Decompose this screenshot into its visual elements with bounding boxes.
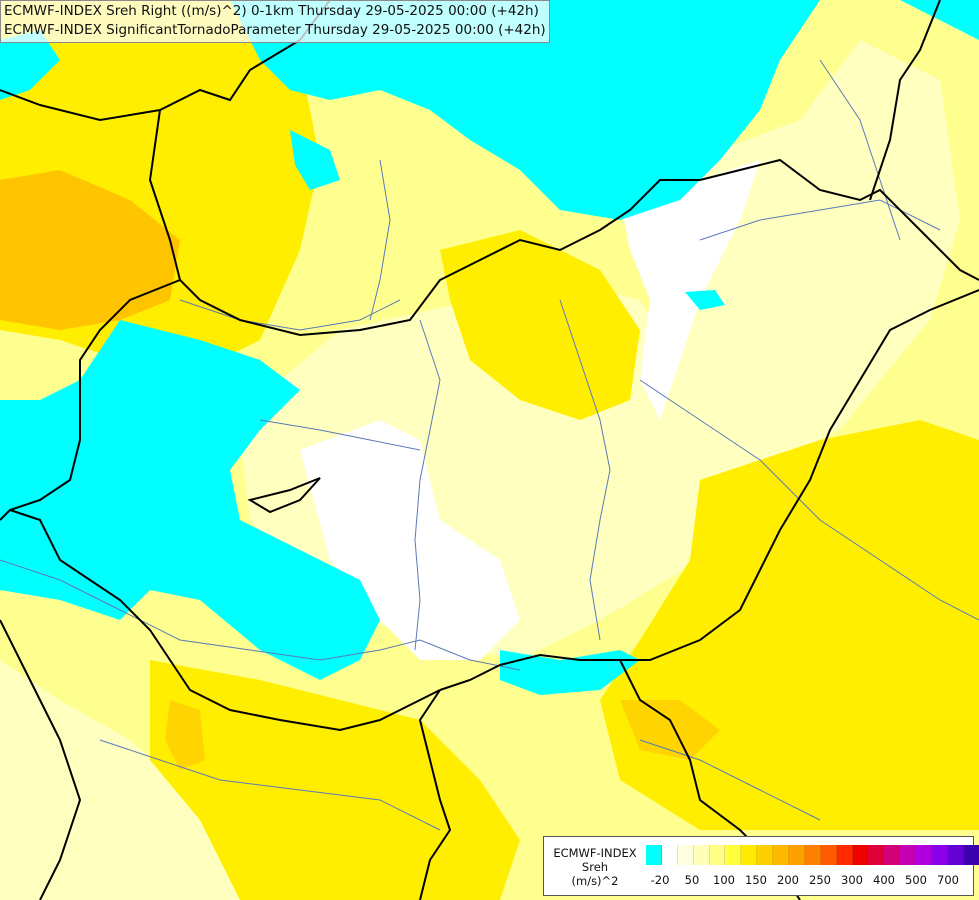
map-title-box: ECMWF-INDEX Sreh Right ((m/s)^2) 0-1km T… — [0, 0, 550, 43]
border-croatia — [9, 509, 441, 732]
legend-swatch — [646, 845, 662, 865]
river-tisza — [559, 299, 611, 641]
legend-ticks: -20 50 100 150 200 250 300 400 500 700 — [646, 873, 966, 889]
field-gold-southwest — [165, 700, 205, 770]
legend-tick-label: 500 — [905, 873, 927, 887]
legend-model: ECMWF-INDEX — [553, 846, 637, 860]
border-east — [439, 289, 979, 691]
legend-tick-label: 300 — [841, 873, 863, 887]
field-cyan-northwest — [0, 30, 60, 100]
legend-unit: (m/s)^2 — [571, 874, 619, 888]
river-east — [639, 379, 979, 621]
legend-swatch — [916, 845, 933, 865]
legend-swatch — [868, 845, 885, 865]
legend-swatch — [773, 845, 790, 865]
legend-swatch — [900, 845, 917, 865]
field-pale-east — [640, 40, 960, 470]
legend-swatch — [947, 845, 964, 865]
legend-swatch — [836, 845, 853, 865]
legend-tick-label: 100 — [713, 873, 735, 887]
field-cyan-south-strip — [500, 650, 640, 695]
legend-swatch — [741, 845, 758, 865]
title-line-1: ECMWF-INDEX Sreh Right ((m/s)^2) 0-1km T… — [4, 3, 539, 19]
river-southeast — [639, 739, 821, 821]
legend-swatch — [932, 845, 948, 865]
legend-variable: Sreh — [581, 860, 609, 874]
border-southwest — [0, 619, 82, 900]
river-north — [414, 319, 441, 651]
river-northeast2 — [819, 59, 901, 241]
legend-swatch — [852, 845, 869, 865]
field-cyan-east-blob — [685, 290, 725, 310]
legend-tick-label: 150 — [745, 873, 767, 887]
legend-swatches — [646, 845, 979, 865]
border-west — [0, 279, 181, 521]
border-slovakia-hungary — [148, 109, 979, 337]
legend-swatch — [693, 845, 710, 865]
legend-tick-label: 250 — [809, 873, 831, 887]
river-danube — [0, 559, 521, 671]
border-north — [0, 0, 331, 122]
field-white-east — [620, 160, 760, 420]
legend-swatch — [963, 845, 979, 865]
river-centerwest — [259, 419, 421, 451]
legend-swatch — [661, 845, 678, 865]
legend-tick-label: 50 — [684, 873, 700, 887]
legend-title: ECMWF-INDEX Sreh (m/s)^2 — [548, 846, 642, 888]
border-northeast — [869, 0, 941, 201]
legend-swatch — [884, 845, 901, 865]
river-west — [179, 299, 401, 331]
field-cyan-north — [230, 0, 979, 220]
river-north2 — [369, 159, 391, 321]
border-balaton — [247, 477, 321, 514]
legend-tick-label: 700 — [937, 873, 959, 887]
legend-tick-label: -20 — [650, 873, 670, 887]
border-serbia — [418, 689, 452, 900]
legend-swatch — [804, 845, 821, 865]
field-orange-northwest — [0, 170, 180, 330]
field-cyan-west — [0, 320, 380, 680]
field-white-center — [300, 420, 520, 660]
river-southwest — [99, 739, 441, 831]
legend-tick-label: 400 — [873, 873, 895, 887]
color-legend: ECMWF-INDEX Sreh (m/s)^2 -20 50 100 150 200 2… — [543, 836, 979, 896]
legend-swatch — [725, 845, 742, 865]
title-line-2: ECMWF-INDEX SignificantTornadoParameter … — [4, 22, 546, 38]
field-yellow-center — [440, 230, 640, 420]
legend-tick-label: 200 — [777, 873, 799, 887]
legend-swatch — [677, 845, 694, 865]
legend-swatch — [789, 845, 805, 865]
legend-swatch — [820, 845, 837, 865]
field-yellow-south — [150, 660, 520, 900]
field-cyan-pocket — [290, 130, 340, 190]
legend-swatch — [709, 845, 726, 865]
field-gold-east — [620, 700, 720, 760]
legend-swatch — [757, 845, 774, 865]
field-pale-south — [0, 660, 240, 900]
